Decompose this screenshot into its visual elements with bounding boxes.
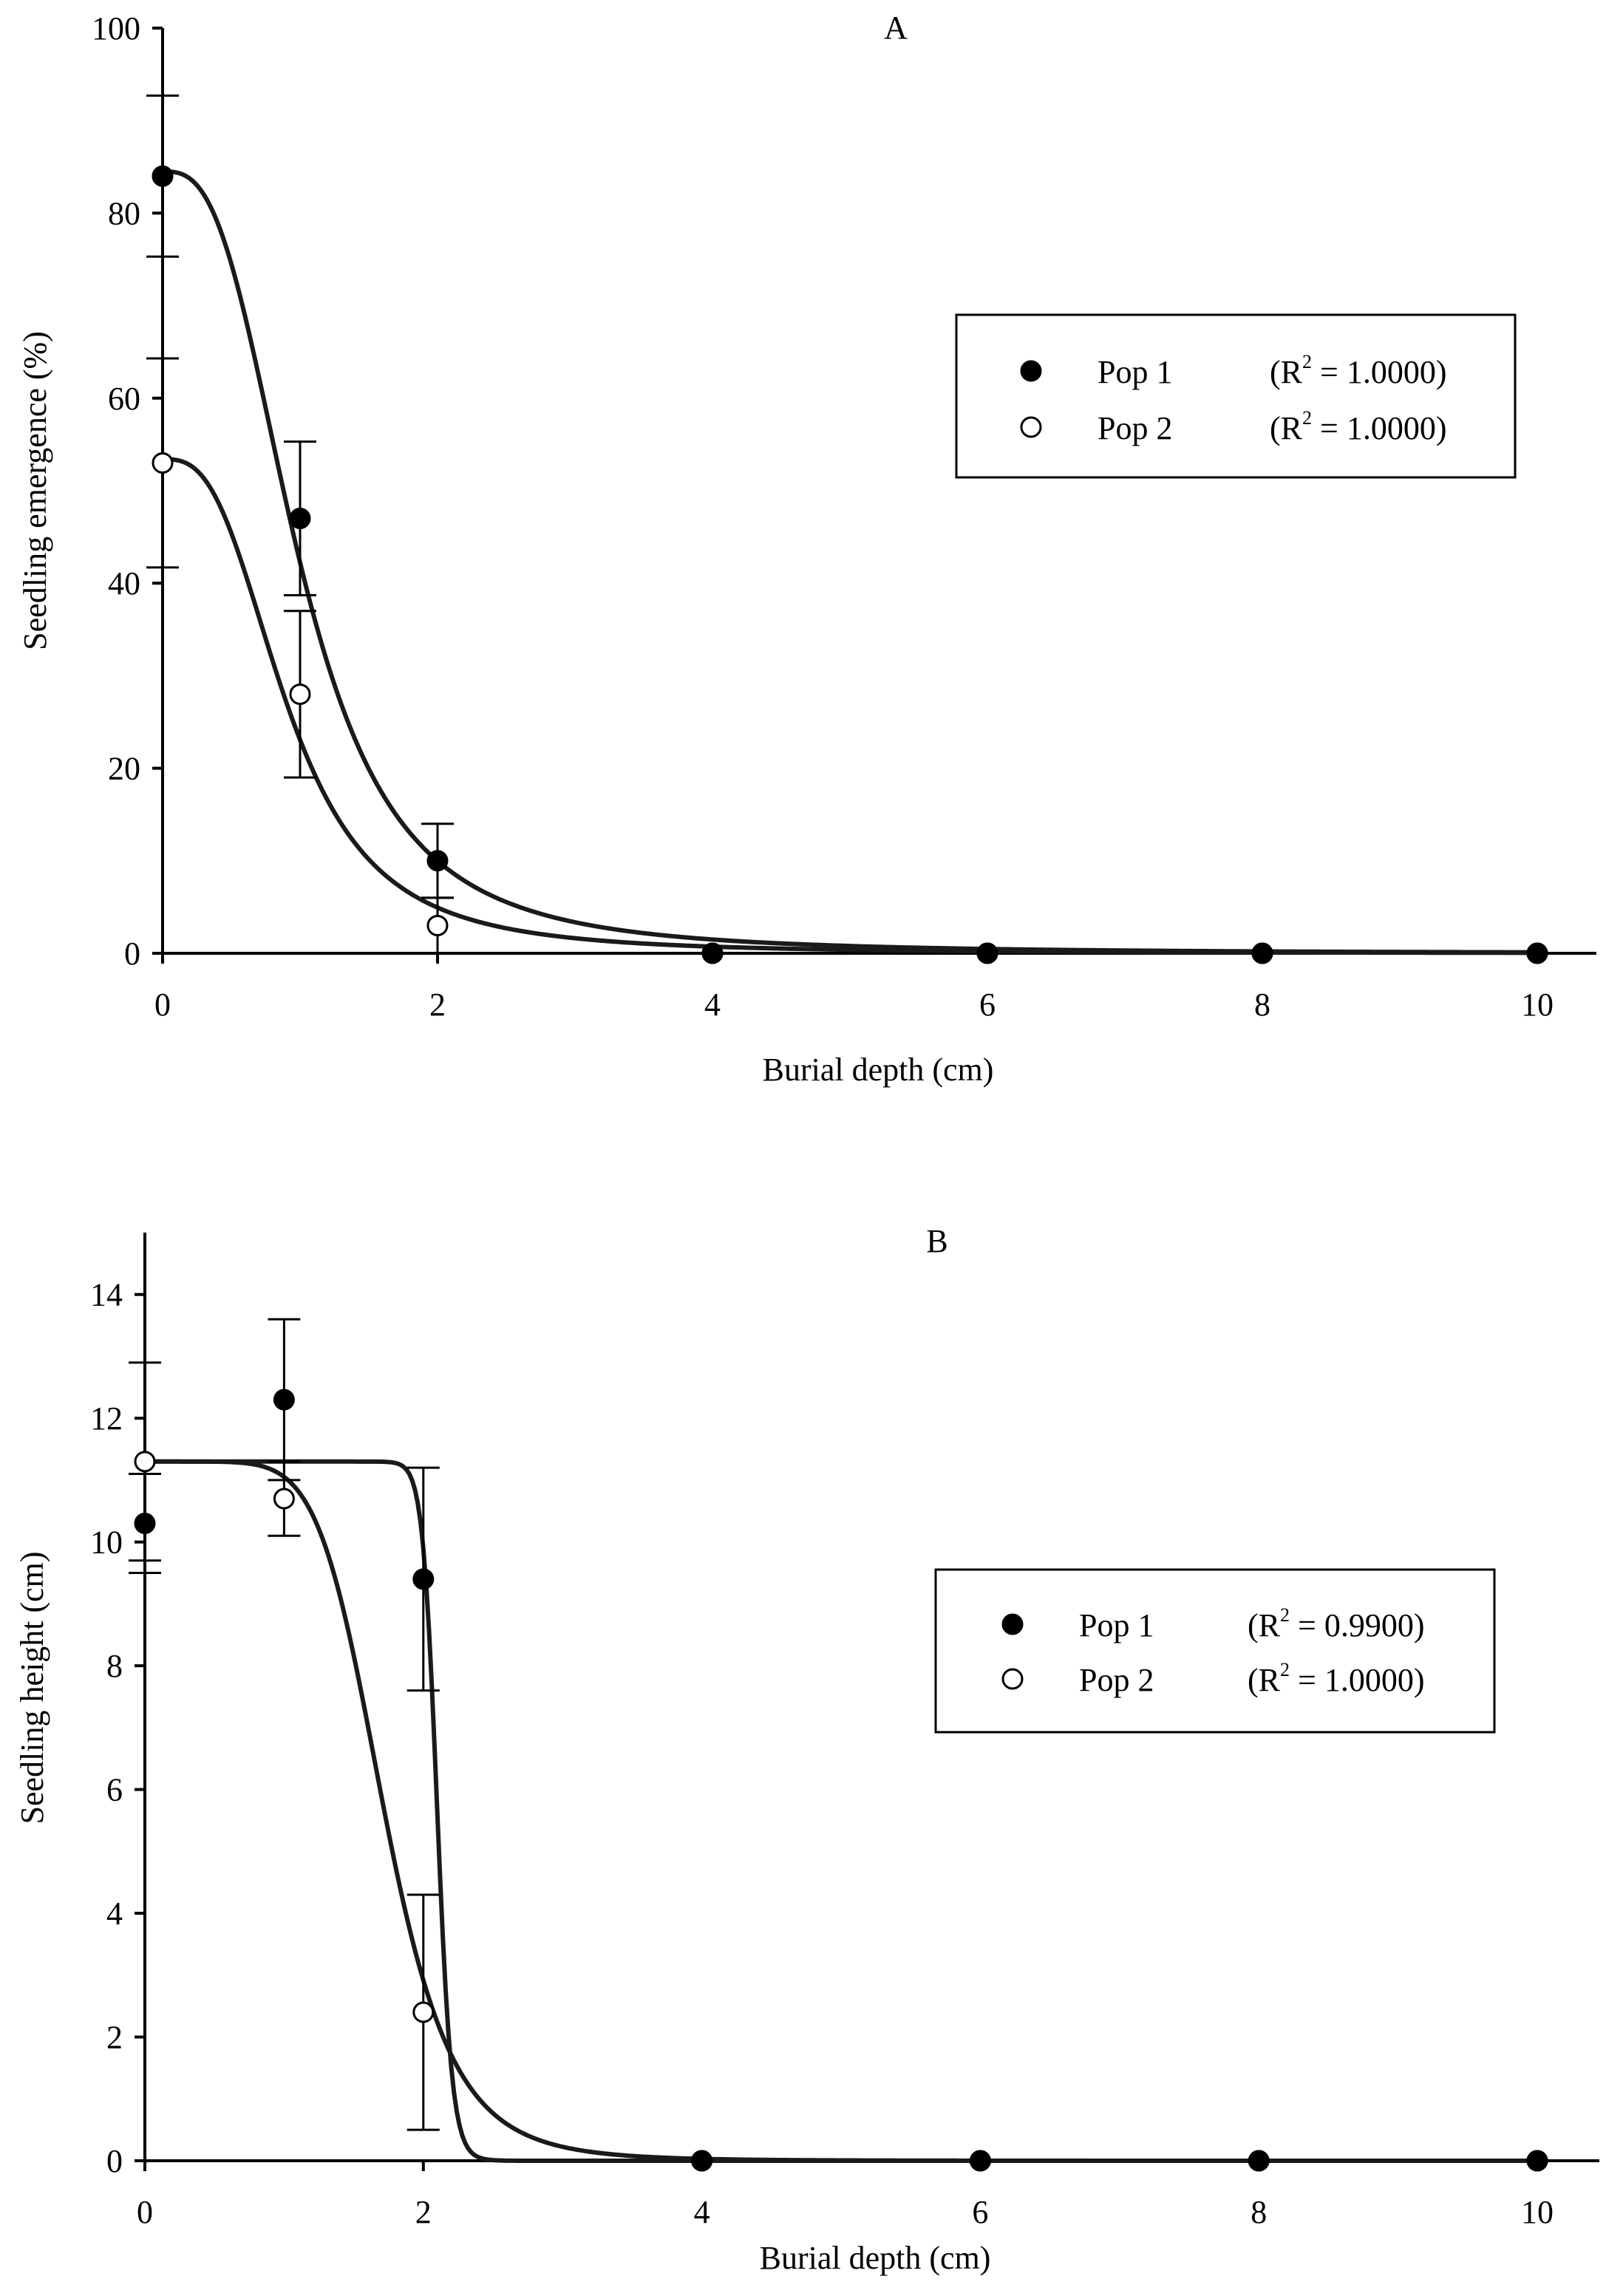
panel-b-y-tick-label: 14 xyxy=(90,1277,123,1313)
panel-b-legend-marker-pop1 xyxy=(1001,1613,1024,1635)
panel-a-x-tick-label: 0 xyxy=(154,987,171,1023)
panel-a-y-tick-label: 100 xyxy=(92,10,140,47)
panel-a-legend-label-pop1: Pop 1 xyxy=(1098,354,1172,390)
panel-a-legend-box xyxy=(955,313,1517,479)
panel-a-y-axis-label: Seedling emergence (%) xyxy=(17,331,53,650)
panel-a-y-tick-label: 20 xyxy=(108,751,140,787)
panel-a-legend-r2-pop2: (R2 = 1.0000) xyxy=(1270,407,1446,446)
panel-a-point-pop2 xyxy=(152,452,174,474)
panel-b-x-tick-label: 0 xyxy=(137,2194,153,2230)
panel-a-point-pop1 xyxy=(426,850,449,872)
panel-b-y-tick-label: 8 xyxy=(106,1648,123,1684)
panel-b-point-pop1 xyxy=(134,1513,156,1535)
panel-b-point-pop1 xyxy=(969,2150,991,2172)
panel-a-point-pop1 xyxy=(152,165,174,187)
panel-a-x-tick-label: 6 xyxy=(979,987,996,1023)
panel-a-legend-marker-pop2 xyxy=(1020,416,1042,438)
panel-b-point-pop1 xyxy=(691,2150,713,2172)
panel-a-x-axis-label: Burial depth (cm) xyxy=(763,1052,994,1088)
panel-a-legend-label-pop2: Pop 2 xyxy=(1098,410,1172,446)
panel-b-point-pop2 xyxy=(412,2001,435,2023)
panel-b-legend-box xyxy=(934,1568,1496,1734)
panel-a-point-pop2 xyxy=(426,914,449,936)
panel-b-y-tick-label: 10 xyxy=(90,1525,123,1561)
panel-b-point-pop2 xyxy=(134,1451,156,1473)
panel-a-legend: Pop 1 (R2 = 1.0000) Pop 2 (R2 = 1.0000) xyxy=(955,313,1517,479)
panel-a-y-tick-label: 60 xyxy=(108,381,140,417)
panel-b-y-tick-label: 6 xyxy=(106,1772,123,1808)
panel-b-x-axis-label: Burial depth (cm) xyxy=(760,2240,991,2276)
panel-b-point-pop2 xyxy=(273,1488,295,1510)
panel-b-x-tick-label: 6 xyxy=(972,2194,988,2230)
panel-a-x-tick-label: 8 xyxy=(1254,987,1270,1023)
panel-b-title: B xyxy=(926,1223,947,1259)
panel-a-y-tick-label: 40 xyxy=(108,565,140,602)
panel-a-legend-marker-pop1 xyxy=(1020,360,1042,382)
panel-b-x-tick-label: 4 xyxy=(694,2194,710,2230)
panel-b-x-tick-label: 2 xyxy=(415,2194,432,2230)
panel-b-x-tick-label: 10 xyxy=(1521,2194,1554,2230)
panel-b-fit-curve-pop1 xyxy=(145,1459,1537,2163)
panel-a: A 0 20 40 60 80 100 0 2 4 6 8 10 Burial depth (cm)… xyxy=(17,10,1596,1088)
panel-b-fit-curve-pop2 xyxy=(145,1459,1537,2163)
panel-b-legend-r2-pop2: (R2 = 1.0000) xyxy=(1248,1659,1424,1698)
panel-a-y-tick-label: 80 xyxy=(108,195,140,231)
panel-b-legend-marker-pop2 xyxy=(1001,1668,1024,1690)
panel-b-x-tick-label: 8 xyxy=(1251,2194,1267,2230)
panel-b-y-tick-label: 2 xyxy=(106,2020,123,2056)
panel-a-fit-curve-pop1 xyxy=(162,169,1538,955)
panel-b-legend-r2-pop1: (R2 = 0.9900) xyxy=(1248,1604,1424,1643)
panel-a-x-tick-label: 4 xyxy=(704,987,721,1023)
panel-b-legend: Pop 1 (R2 = 0.9900) Pop 2 (R2 = 1.0000) xyxy=(934,1568,1496,1734)
panel-b-legend-label-pop2: Pop 2 xyxy=(1079,1662,1154,1698)
panel-b-y-tick-label: 0 xyxy=(106,2143,123,2179)
panel-b-y-tick-label: 12 xyxy=(90,1400,123,1437)
panel-a-point-pop1 xyxy=(1526,942,1548,964)
panel-a-x-tick-label: 2 xyxy=(429,987,446,1023)
panel-b-legend-label-pop1: Pop 1 xyxy=(1079,1607,1154,1643)
panel-b-point-pop1 xyxy=(1526,2150,1548,2172)
panel-a-point-pop1 xyxy=(976,942,998,964)
panel-a-point-pop2 xyxy=(289,683,311,705)
panel-b-point-pop1 xyxy=(273,1389,295,1411)
panel-a-title: A xyxy=(884,10,908,46)
panel-a-y-tick-label: 0 xyxy=(124,936,140,972)
panel-b-point-pop1 xyxy=(1248,2150,1270,2172)
panel-b-point-pop1 xyxy=(412,1568,435,1590)
panel-b-y-tick-label: 4 xyxy=(106,1895,123,1932)
panel-a-point-pop1 xyxy=(289,508,311,530)
panel-b-y-axis-label: Seedling height (cm) xyxy=(14,1551,50,1824)
panel-a-legend-r2-pop1: (R2 = 1.0000) xyxy=(1270,351,1446,390)
panel-a-point-pop1 xyxy=(701,942,724,964)
panel-a-fit-curve-pop2 xyxy=(162,457,1537,955)
panel-a-x-tick-label: 10 xyxy=(1521,987,1554,1023)
panel-a-point-pop1 xyxy=(1251,942,1273,964)
